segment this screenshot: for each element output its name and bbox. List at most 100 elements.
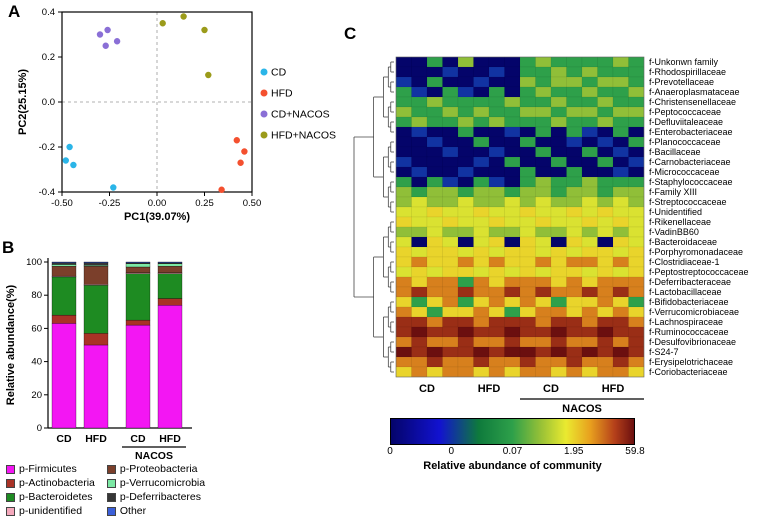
- svg-text:HFD+NACOS: HFD+NACOS: [271, 130, 336, 142]
- legend-item: p-Bacteroidetes: [6, 490, 95, 504]
- legend-item: p-Deferribacteres: [106, 490, 205, 504]
- svg-text:CD: CD: [271, 67, 287, 79]
- svg-text:f-Rhodospirillaceae: f-Rhodospirillaceae: [649, 67, 726, 77]
- svg-text:0.50: 0.50: [243, 198, 262, 209]
- colorbar-ticks: 0 0 0.07 1.95 59.8: [387, 445, 645, 458]
- svg-text:f-S24-7: f-S24-7: [649, 347, 679, 357]
- svg-text:f-Unidentified: f-Unidentified: [649, 207, 702, 217]
- legend-item: p-Verrucomicrobia: [106, 476, 206, 490]
- svg-text:f-Micrococcaceae: f-Micrococcaceae: [649, 167, 720, 177]
- legend-item: p-Firmicutes: [6, 462, 95, 476]
- legend-label: p-Actinobacteria: [19, 477, 95, 489]
- legend-swatch: [106, 478, 116, 488]
- family-heatmap: f-Unkonwn familyf-Rhodospirillaceaef-Pre…: [395, 56, 749, 415]
- svg-text:CD: CD: [543, 383, 559, 395]
- svg-text:f-VadinBB60: f-VadinBB60: [649, 227, 699, 237]
- svg-text:f-Defluviitaleaceae: f-Defluviitaleaceae: [649, 117, 723, 127]
- svg-text:f-Family XIII: f-Family XIII: [649, 187, 697, 197]
- legend-label: p-Deferribacteres: [119, 491, 201, 503]
- svg-text:-0.4: -0.4: [39, 187, 55, 198]
- svg-text:80: 80: [31, 290, 42, 301]
- svg-text:HFD: HFD: [602, 383, 625, 395]
- svg-text:HFD: HFD: [159, 433, 181, 445]
- legend-swatch: [106, 506, 116, 516]
- svg-text:f-Rikenellaceae: f-Rikenellaceae: [649, 217, 711, 227]
- svg-text:f-Porphyromonadaceae: f-Porphyromonadaceae: [649, 247, 743, 257]
- phylum-legend: p-Firmicutes p-Actinobacteria p-Bacteroide…: [6, 462, 205, 518]
- svg-text:NACOS: NACOS: [135, 450, 173, 462]
- svg-text:0.0: 0.0: [42, 97, 55, 108]
- svg-text:f-Unkonwn family: f-Unkonwn family: [649, 57, 719, 67]
- svg-text:f-Anaeroplasmataceae: f-Anaeroplasmataceae: [649, 87, 740, 97]
- legend-label: p-Proteobacteria: [119, 463, 198, 475]
- colorbar-tick-label: 59.8: [625, 446, 645, 457]
- svg-text:Relative abundance(%): Relative abundance(%): [5, 284, 17, 405]
- svg-text:CD+NACOS: CD+NACOS: [271, 109, 330, 121]
- colorbar: 0 0 0.07 1.95 59.8 Relative abundance of com…: [387, 418, 645, 472]
- legend-item: p-Actinobacteria: [6, 476, 95, 490]
- colorbar-gradient: [390, 418, 635, 445]
- svg-text:CD: CD: [419, 383, 435, 395]
- svg-text:f-Christensenellaceae: f-Christensenellaceae: [649, 97, 736, 107]
- legend-swatch: [6, 464, 15, 474]
- svg-text:f-Bifidobacteriaceae: f-Bifidobacteriaceae: [649, 297, 729, 307]
- svg-text:f-Enterobacteriaceae: f-Enterobacteriaceae: [649, 127, 733, 137]
- svg-text:60: 60: [31, 323, 42, 334]
- dendrogram: [353, 61, 394, 373]
- svg-text:HFD: HFD: [271, 88, 293, 100]
- svg-text:HFD: HFD: [85, 433, 107, 445]
- svg-text:f-Lactobacillaceae: f-Lactobacillaceae: [649, 287, 722, 297]
- svg-text:20: 20: [31, 390, 42, 401]
- pca-scatter-plot: -0.50 -0.25 0.00 0.25 0.50 -0.4 -0.2 0.0 0.2 0.4 P…: [17, 7, 336, 223]
- svg-text:CD: CD: [56, 433, 72, 445]
- svg-text:f-Ruminococcaceae: f-Ruminococcaceae: [649, 327, 729, 337]
- svg-text:0: 0: [37, 423, 42, 434]
- svg-text:f-Carnobacteriaceae: f-Carnobacteriaceae: [649, 157, 731, 167]
- svg-text:f-Coriobacteriaceae: f-Coriobacteriaceae: [649, 367, 728, 377]
- legend-label: p-Firmicutes: [19, 463, 77, 475]
- legend-label: p-Bacteroidetes: [19, 491, 93, 503]
- svg-text:0.4: 0.4: [42, 7, 55, 18]
- svg-text:NACOS: NACOS: [562, 403, 602, 415]
- svg-text:PC2(25.15%): PC2(25.15%): [17, 69, 29, 135]
- legend-swatch: [6, 492, 15, 502]
- legend-swatch: [6, 506, 15, 516]
- svg-text:0.00: 0.00: [148, 198, 167, 209]
- colorbar-label: Relative abundance of community: [423, 460, 602, 472]
- legend-item: p-unidentified: [6, 504, 95, 518]
- svg-text:f-Planococcaceae: f-Planococcaceae: [649, 137, 721, 147]
- svg-text:0.2: 0.2: [42, 52, 55, 63]
- svg-text:f-Peptostreptococcaceae: f-Peptostreptococcaceae: [649, 267, 749, 277]
- colorbar-tick-label: 0: [448, 446, 455, 457]
- legend-item: p-Proteobacteria: [106, 462, 205, 476]
- svg-text:f-Erysipelotrichaceae: f-Erysipelotrichaceae: [649, 357, 733, 367]
- svg-text:0.25: 0.25: [195, 198, 214, 209]
- legend-label: p-Verrucomicrobia: [119, 477, 206, 489]
- panel-b-label: B: [2, 238, 15, 257]
- heatmap-cells: [395, 56, 645, 378]
- svg-text:f-Prevotellaceae: f-Prevotellaceae: [649, 77, 714, 87]
- svg-text:PC1(39.07%): PC1(39.07%): [124, 211, 190, 223]
- svg-text:HFD: HFD: [478, 383, 501, 395]
- colorbar-tick-label: 0.07: [502, 446, 523, 457]
- panel-c-label: C: [344, 24, 357, 43]
- svg-text:f-Verrucomicrobiaceae: f-Verrucomicrobiaceae: [649, 307, 739, 317]
- svg-text:40: 40: [31, 357, 42, 368]
- panel-a-label: A: [8, 2, 21, 21]
- svg-text:-0.25: -0.25: [99, 198, 121, 209]
- colorbar-tick-label: 1.95: [564, 446, 584, 457]
- legend-label: Other: [119, 505, 147, 517]
- svg-text:f-Staphylococcaceae: f-Staphylococcaceae: [649, 177, 733, 187]
- legend-swatch: [6, 478, 15, 488]
- legend-label: p-unidentified: [19, 505, 83, 517]
- stacked-bar-chart: 0 20 40 60 80 100 Relative abundance(%) CD HFD CD…: [5, 257, 192, 462]
- svg-text:f-Lachnospiraceae: f-Lachnospiraceae: [649, 317, 723, 327]
- svg-text:100: 100: [26, 257, 42, 268]
- svg-text:-0.2: -0.2: [39, 142, 55, 153]
- legend-swatch: [106, 464, 116, 474]
- svg-text:f-Bacillaceae: f-Bacillaceae: [649, 147, 701, 157]
- svg-text:f-Streptococcaceae: f-Streptococcaceae: [649, 197, 727, 207]
- colorbar-tick-label: 0: [387, 446, 393, 457]
- legend-item: Other: [106, 504, 205, 518]
